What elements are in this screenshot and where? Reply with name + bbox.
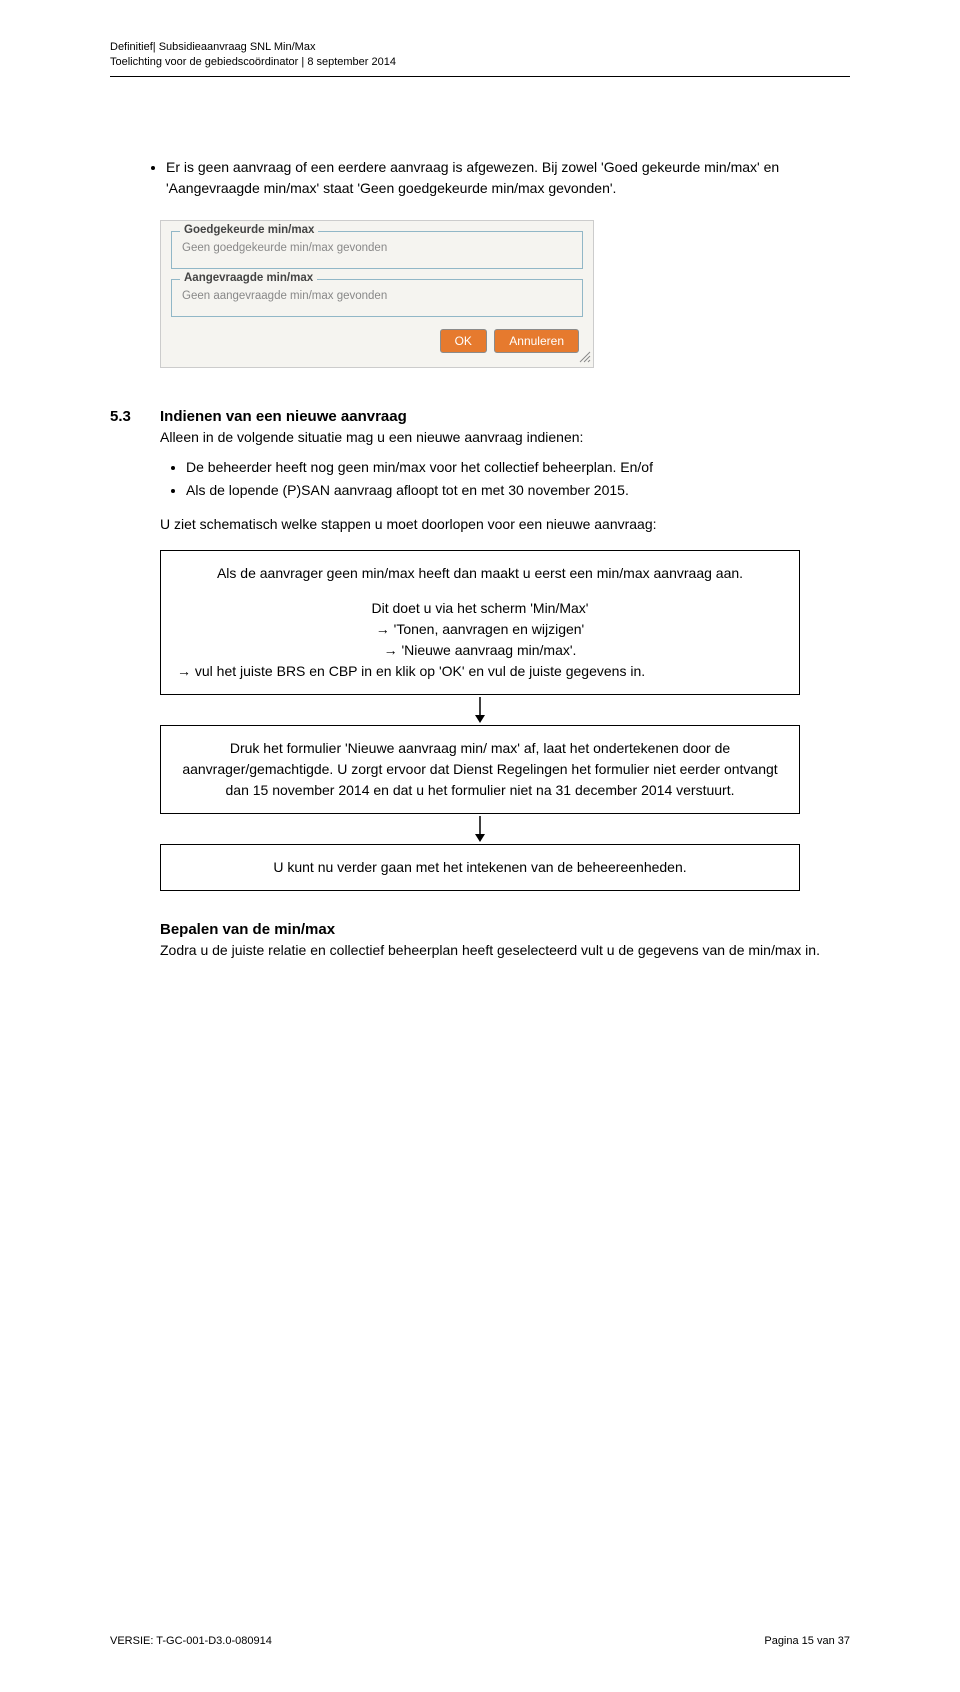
fieldset-content-1: Geen goedgekeurde min/max gevonden xyxy=(182,242,572,254)
header-line-2: Toelichting voor de gebiedscoördinator |… xyxy=(110,55,850,70)
section-number: 5.3 xyxy=(110,408,160,425)
section-bullet-1: De beheerder heeft nog geen min/max voor… xyxy=(186,457,850,479)
flow-box-3-text: U kunt nu verder gaan met het intekenen … xyxy=(273,859,686,875)
fieldset-aangevraagde: Aangevraagde min/max Geen aangevraagde m… xyxy=(171,279,583,317)
fieldset-legend-2: Aangevraagde min/max xyxy=(180,272,317,284)
flow-arrow-1 xyxy=(110,697,850,723)
flow-box-2: Druk het formulier 'Nieuwe aanvraag min/… xyxy=(160,725,800,814)
flow-box-3: U kunt nu verder gaan met het intekenen … xyxy=(160,844,800,891)
fieldset-goedgekeurde: Goedgekeurde min/max Geen goedgekeurde m… xyxy=(171,231,583,269)
flow-box-1-line4: → 'Nieuwe aanvraag min/max'. xyxy=(177,640,783,661)
section-title: Indienen van een nieuwe aanvraag xyxy=(160,408,407,425)
ok-button[interactable]: OK xyxy=(440,329,487,353)
cancel-button[interactable]: Annuleren xyxy=(494,329,579,353)
intro-bullet: Er is geen aanvraag of een eerdere aanvr… xyxy=(166,157,850,200)
page-footer: VERSIE: T-GC-001-D3.0-080914 Pagina 15 v… xyxy=(110,1635,850,1647)
dialog-screenshot: Goedgekeurde min/max Geen goedgekeurde m… xyxy=(160,220,594,368)
subsection-text: Zodra u de juiste relatie en collectief … xyxy=(160,940,850,961)
fieldset-legend-1: Goedgekeurde min/max xyxy=(180,224,318,236)
flow-box-2-text: Druk het formulier 'Nieuwe aanvraag min/… xyxy=(182,740,777,798)
footer-page-number: Pagina 15 van 37 xyxy=(764,1635,850,1647)
dialog-button-row: OK Annuleren xyxy=(161,321,593,367)
intro-bullet-list: Er is geen aanvraag of een eerdere aanvr… xyxy=(110,157,850,200)
header-line-1: Definitief| Subsidieaanvraag SNL Min/Max xyxy=(110,40,850,55)
section-intro: Alleen in de volgende situatie mag u een… xyxy=(160,427,850,449)
section-bullets: De beheerder heeft nog geen min/max voor… xyxy=(110,457,850,502)
footer-version-label: VERSIE: xyxy=(110,1635,153,1647)
flow-box-1-line5: → vul het juiste BRS en CBP in en klik o… xyxy=(177,661,783,682)
flow-box-1-line2: Dit doet u via het scherm 'Min/Max' xyxy=(177,598,783,619)
subsection-heading: Bepalen van de min/max xyxy=(160,921,850,938)
page-header: Definitief| Subsidieaanvraag SNL Min/Max… xyxy=(110,40,850,77)
flow-arrow-2 xyxy=(110,816,850,842)
fieldset-content-2: Geen aangevraagde min/max gevonden xyxy=(182,290,572,302)
flow-box-1: Als de aanvrager geen min/max heeft dan … xyxy=(160,550,800,695)
section-heading-row: 5.3 Indienen van een nieuwe aanvraag xyxy=(110,408,850,425)
section-bullet-2: Als de lopende (P)SAN aanvraag afloopt t… xyxy=(186,480,850,502)
flow-box-1-line3: → 'Tonen, aanvragen en wijzigen' xyxy=(177,619,783,640)
schematic-intro: U ziet schematisch welke stappen u moet … xyxy=(160,514,850,536)
resize-handle-icon xyxy=(577,349,591,365)
flow-box-1-line1: Als de aanvrager geen min/max heeft dan … xyxy=(177,563,783,584)
footer-version-value: T-GC-001-D3.0-080914 xyxy=(156,1635,272,1647)
